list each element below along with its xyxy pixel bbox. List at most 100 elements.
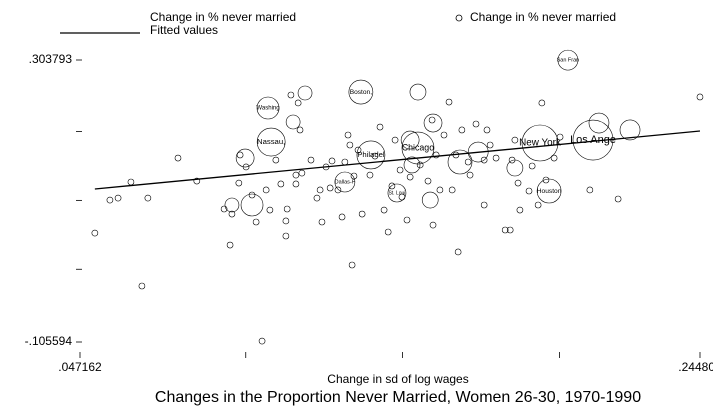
bubble [356,140,386,170]
bubble [403,156,421,174]
point [396,166,404,174]
point [282,217,290,225]
bubble [256,96,280,120]
point [501,226,509,234]
point [466,171,474,179]
bubble [421,191,439,209]
point [174,154,182,162]
point [226,241,234,249]
point [236,151,244,159]
point [376,123,384,131]
fitted-line [94,130,701,190]
bubble [588,112,610,134]
point [193,177,201,185]
bubble [506,159,524,177]
bubble [557,49,579,71]
point [91,229,99,237]
point [358,210,366,218]
bubble [297,85,313,101]
point [506,226,514,234]
bubble [334,171,356,193]
bubble-label: St. Loui [388,190,405,196]
point [350,172,358,180]
bubble [400,130,420,150]
bubble [401,131,435,165]
bubble [240,193,264,217]
y-tick-label: .303793 [29,52,73,66]
point [424,177,432,185]
point [334,186,342,194]
point [266,206,274,214]
point [480,201,488,209]
point [252,218,260,226]
point [318,218,326,226]
point [416,161,424,169]
point [406,173,414,181]
point [144,194,152,202]
point [391,136,399,144]
point [313,194,321,202]
y-tick-label: -.105594 [25,334,73,348]
bubble [285,114,301,130]
point [106,196,114,204]
point [388,182,396,190]
bubble-label: Philadel [357,150,385,159]
bubble-label: Chicago [402,142,434,152]
point [371,152,379,160]
bubble-label: Houston [537,188,562,195]
point [272,156,280,164]
bubble-label: New York [519,138,561,149]
point [338,213,346,221]
point [283,205,291,213]
point [525,187,533,195]
point [380,206,388,214]
point [341,158,349,166]
point [696,93,704,101]
bubble [387,183,407,203]
point [346,141,354,149]
bubble [467,141,489,163]
point [454,248,462,256]
point [429,221,437,229]
legend-label: Change in % never married [470,10,616,24]
point [366,171,374,179]
point [326,184,334,192]
point [428,116,436,124]
point [440,131,448,139]
point [472,120,480,128]
bubble-label: Boston, [350,89,373,96]
point [480,156,488,164]
point [448,186,456,194]
point [282,232,290,240]
bubble-label: Washing [256,106,279,112]
bubble [572,119,614,161]
point [514,179,522,187]
point [511,136,519,144]
point [614,195,622,203]
point [492,154,500,162]
bubble [423,113,443,133]
point [403,216,411,224]
point [258,337,266,345]
point [516,206,524,214]
point [534,201,542,209]
bubble-label: Dallas-F [335,179,356,185]
point [292,171,300,179]
point [277,180,285,188]
bubble [447,149,473,175]
point [398,193,406,201]
point [294,99,302,107]
x-tick-label: .244807 [678,360,713,374]
chart-title: Changes in the Proportion Never Married,… [155,389,641,406]
bubble [235,148,255,168]
bubble-label: San Fran [557,58,580,64]
point [538,99,546,107]
point [296,126,304,134]
point [464,158,472,166]
point [228,210,236,218]
point [298,169,306,177]
point [384,228,392,236]
point [586,186,594,194]
point [528,162,536,170]
